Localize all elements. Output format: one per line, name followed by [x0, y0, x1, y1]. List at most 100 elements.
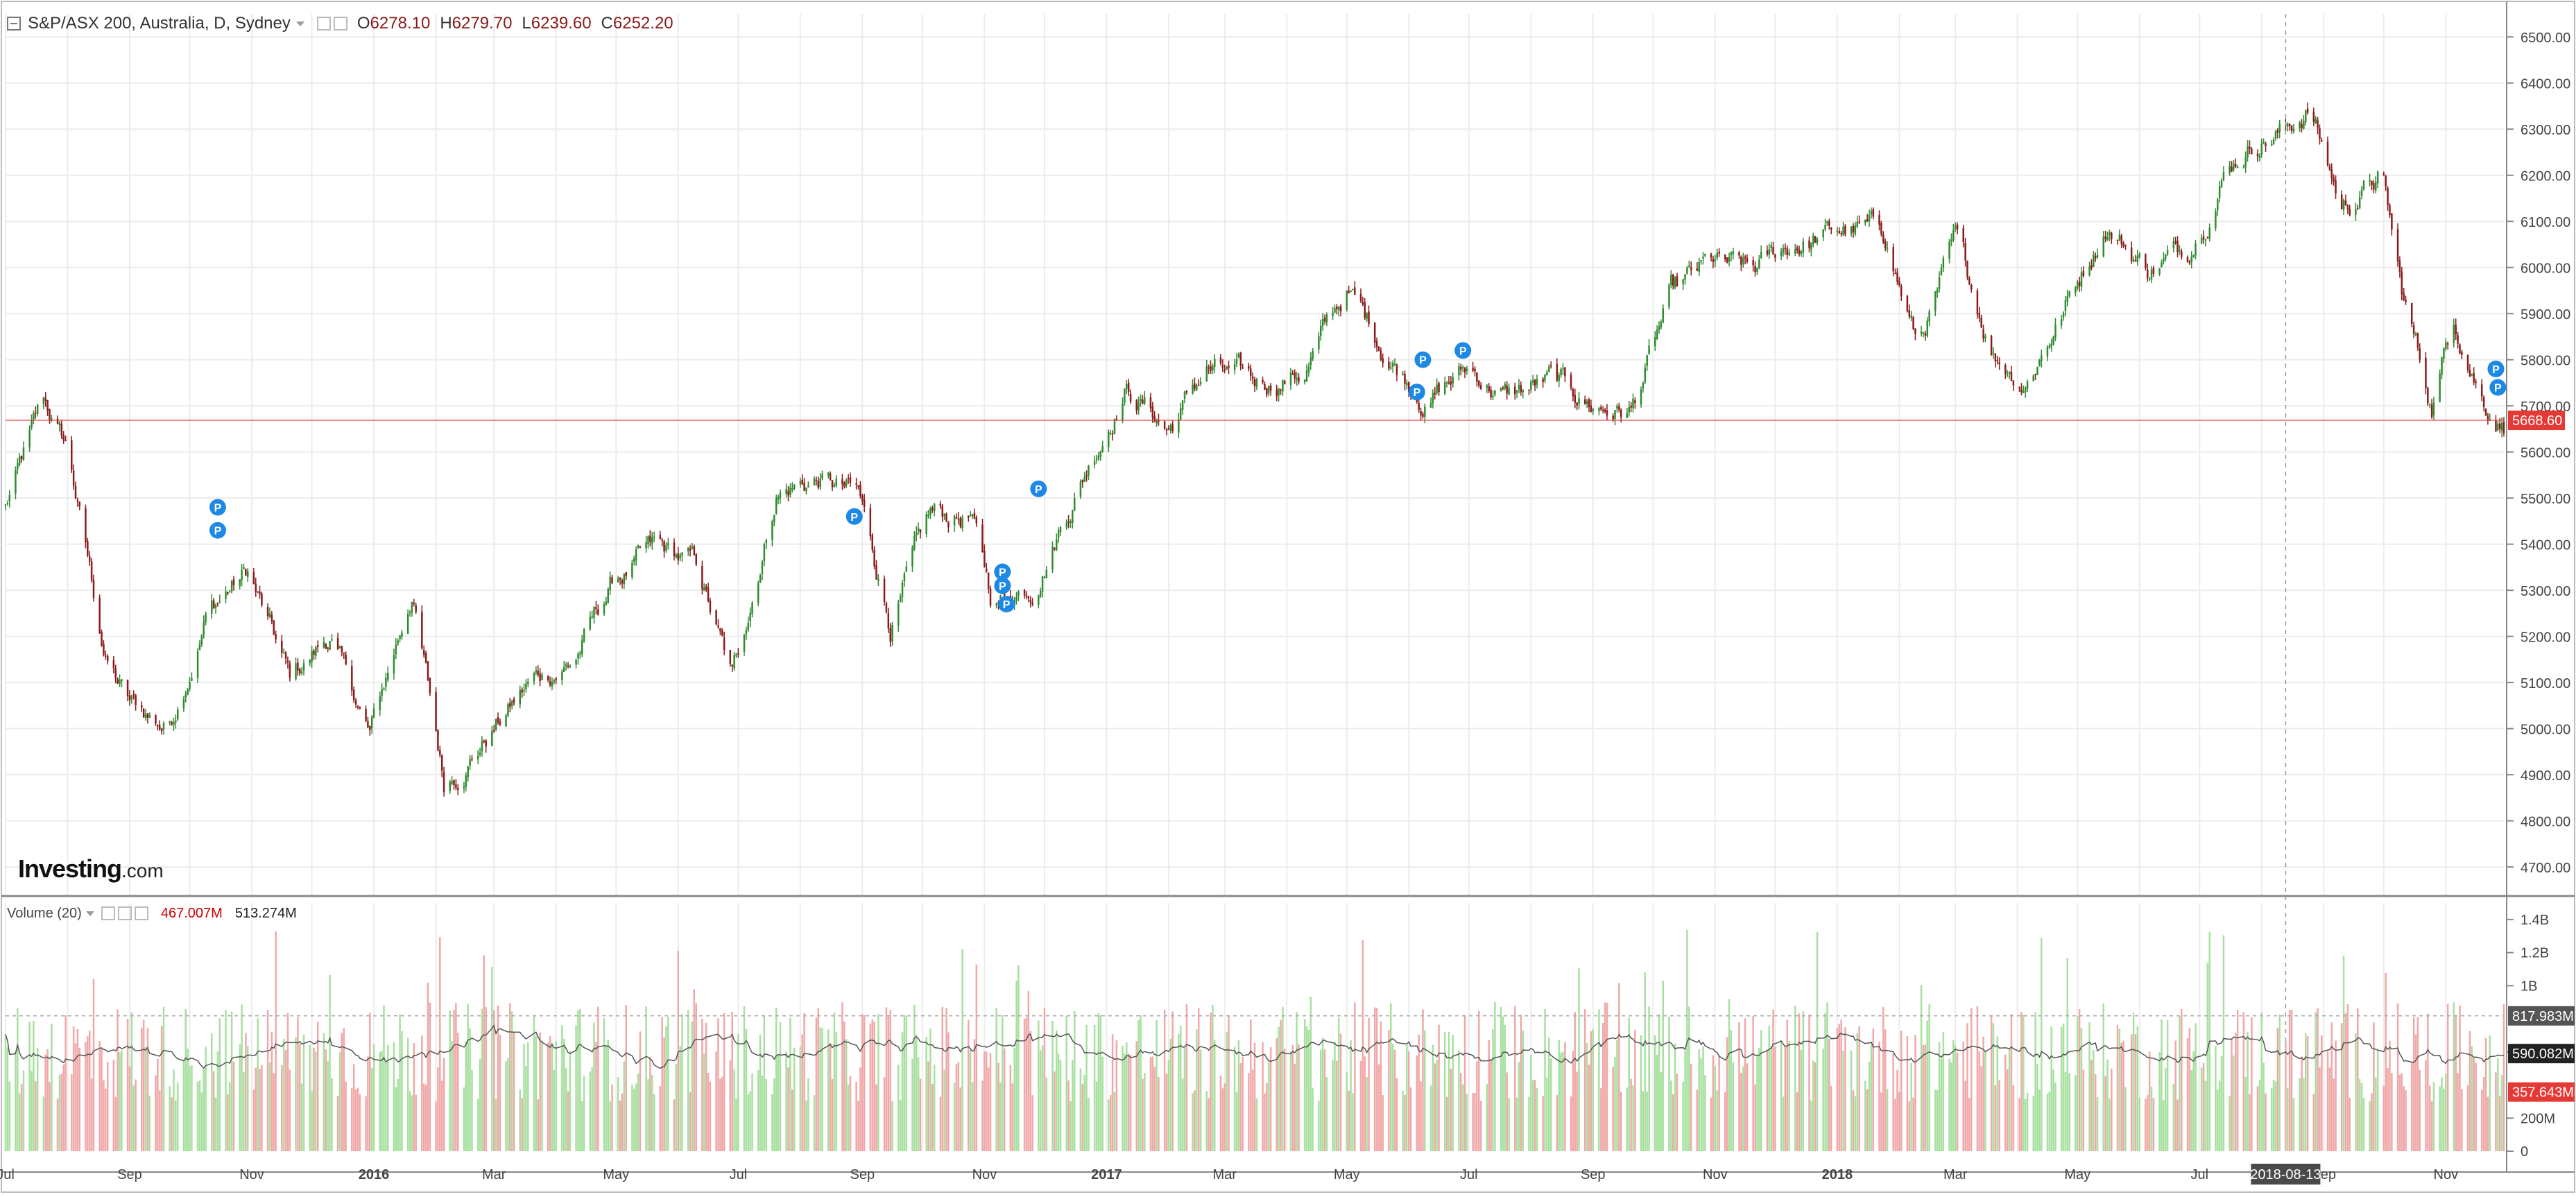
candle	[827, 472, 830, 479]
candle	[393, 648, 395, 680]
candle	[509, 698, 511, 713]
candle-body	[1712, 258, 1715, 262]
candle	[1101, 440, 1104, 453]
settings-icon[interactable]	[316, 17, 331, 31]
candle	[329, 641, 331, 651]
volume-bar	[2111, 1068, 2113, 1151]
candle-body	[1788, 252, 1790, 255]
candle-body	[1520, 385, 1522, 393]
candle-body	[2247, 146, 2249, 157]
candle-body	[1576, 402, 1578, 406]
candle-body	[2484, 408, 2487, 416]
open-value: 6278.10	[370, 14, 431, 33]
candle	[1171, 420, 1174, 433]
candle	[1179, 402, 1182, 421]
candle	[2457, 331, 2459, 349]
volume-bar	[801, 1034, 803, 1151]
volume-bar	[457, 1033, 459, 1151]
candle-body	[1758, 259, 1760, 268]
candle-body	[119, 680, 121, 684]
candle-body	[1126, 384, 1128, 389]
candle-body	[479, 752, 481, 755]
candle	[1892, 243, 1894, 277]
candle-body	[422, 649, 425, 655]
volume-bar	[15, 1051, 17, 1151]
candle-body	[245, 569, 247, 576]
volume-bar	[2473, 1058, 2475, 1151]
volume-bar	[2109, 1099, 2111, 1151]
candle	[1194, 377, 1196, 392]
svg-text:P: P	[1003, 599, 1011, 611]
candle	[2369, 173, 2371, 187]
p-marker-icon: P	[209, 499, 226, 516]
hide-icon[interactable]	[333, 17, 347, 31]
volume-bar	[1966, 1023, 1968, 1151]
volume-bar	[98, 1041, 101, 1151]
volume-bar	[1038, 1020, 1040, 1151]
volume-bar	[2425, 1060, 2427, 1151]
candle-body	[2244, 157, 2247, 167]
volume-bar	[1126, 1042, 1128, 1151]
candle-body	[2208, 227, 2210, 239]
volume-bar	[309, 1044, 311, 1151]
hide-icon[interactable]	[117, 906, 132, 920]
candle-body	[1196, 385, 1198, 391]
candle-body	[1562, 368, 1564, 370]
candle	[421, 605, 423, 650]
candle-body	[1710, 253, 1712, 257]
volume-bar	[329, 974, 331, 1151]
volume-bar	[275, 931, 277, 1151]
volume-label[interactable]: Volume (20)	[7, 905, 82, 921]
volume-bar	[2306, 1036, 2309, 1151]
candle	[146, 712, 149, 724]
volume-bar	[773, 1078, 775, 1151]
candle	[2195, 239, 2197, 260]
candle	[406, 609, 409, 635]
candle-body	[1782, 248, 1785, 253]
candle-body	[1233, 364, 1236, 370]
candle	[2164, 253, 2167, 262]
volume-bar	[1549, 1058, 1552, 1151]
volume-bar	[1674, 1043, 1676, 1151]
volume-bar	[411, 1095, 413, 1151]
volume-bar	[1009, 1065, 1012, 1151]
symbol-label[interactable]: S&P/ASX 200, Australia, D, Sydney	[28, 14, 291, 33]
candle-body	[749, 612, 751, 621]
volume-bar	[2204, 1080, 2207, 1151]
volume-bar	[2326, 1051, 2329, 1151]
candle-body	[1226, 366, 1228, 370]
volume-bar	[1662, 981, 1665, 1151]
candle	[2251, 146, 2253, 155]
candle-body	[901, 582, 904, 597]
candle-body	[1856, 222, 1859, 227]
candle-body	[679, 555, 681, 559]
volume-bar	[46, 1049, 49, 1151]
candle	[103, 640, 105, 657]
chevron-down-icon[interactable]	[85, 911, 94, 916]
candle-body	[401, 632, 403, 637]
chevron-down-icon[interactable]	[295, 21, 304, 26]
candle	[302, 659, 305, 675]
collapse-icon[interactable]	[7, 17, 21, 31]
candle	[1544, 374, 1546, 384]
volume-bar	[1251, 1069, 1254, 1151]
volume-bar	[338, 1052, 341, 1151]
candle-body	[98, 597, 101, 634]
volume-bar	[2346, 1004, 2349, 1151]
candle-body	[1167, 429, 1170, 431]
volume-bar	[2050, 1026, 2052, 1151]
volume-bar	[1508, 1098, 1510, 1151]
volume-bar	[1688, 1006, 1690, 1151]
candle	[1448, 376, 1450, 385]
candle	[667, 537, 669, 550]
settings-icon[interactable]	[101, 906, 115, 920]
candle	[2497, 421, 2499, 431]
volume-bar	[1730, 1030, 1733, 1151]
volume-bar	[1642, 1091, 1645, 1151]
candle	[1670, 270, 1672, 289]
volume-bar	[1682, 1081, 1684, 1151]
volume-bar	[239, 1044, 241, 1151]
candle	[2190, 251, 2193, 269]
volume-bar	[31, 1071, 33, 1151]
close-icon[interactable]	[134, 906, 148, 920]
